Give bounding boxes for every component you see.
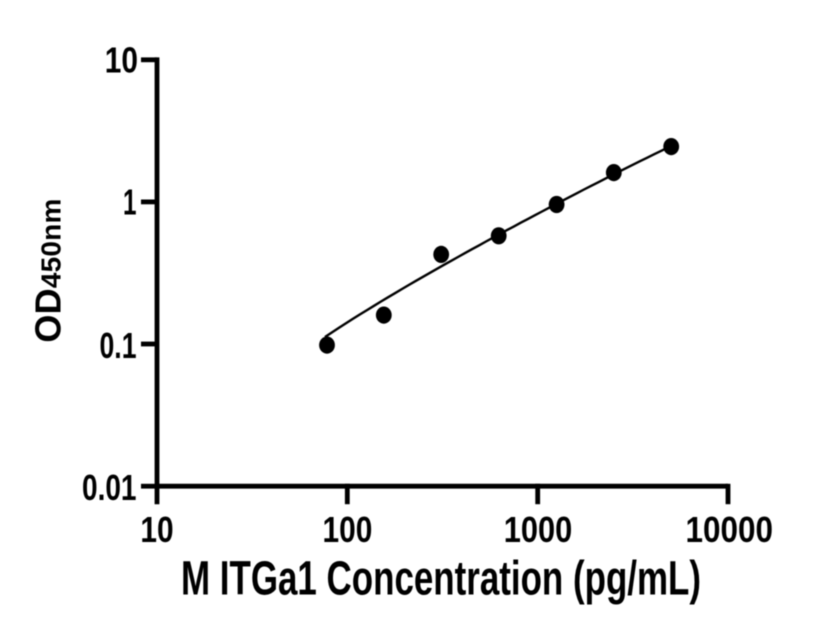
svg-text:100: 100	[323, 509, 373, 550]
svg-text:10000: 10000	[686, 509, 774, 550]
svg-text:1: 1	[123, 182, 137, 223]
svg-text:10: 10	[140, 509, 173, 550]
svg-text:M ITGa1 Concentration (pg/mL): M ITGa1 Concentration (pg/mL)	[181, 552, 701, 606]
svg-text:0.1: 0.1	[100, 325, 137, 366]
svg-text:0.01: 0.01	[82, 467, 137, 508]
svg-text:10: 10	[105, 40, 138, 81]
svg-text:1000: 1000	[504, 509, 573, 550]
